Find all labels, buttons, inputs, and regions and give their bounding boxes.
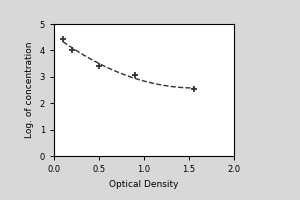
Y-axis label: Log. of concentration: Log. of concentration	[25, 42, 34, 138]
X-axis label: Optical Density: Optical Density	[109, 180, 179, 189]
